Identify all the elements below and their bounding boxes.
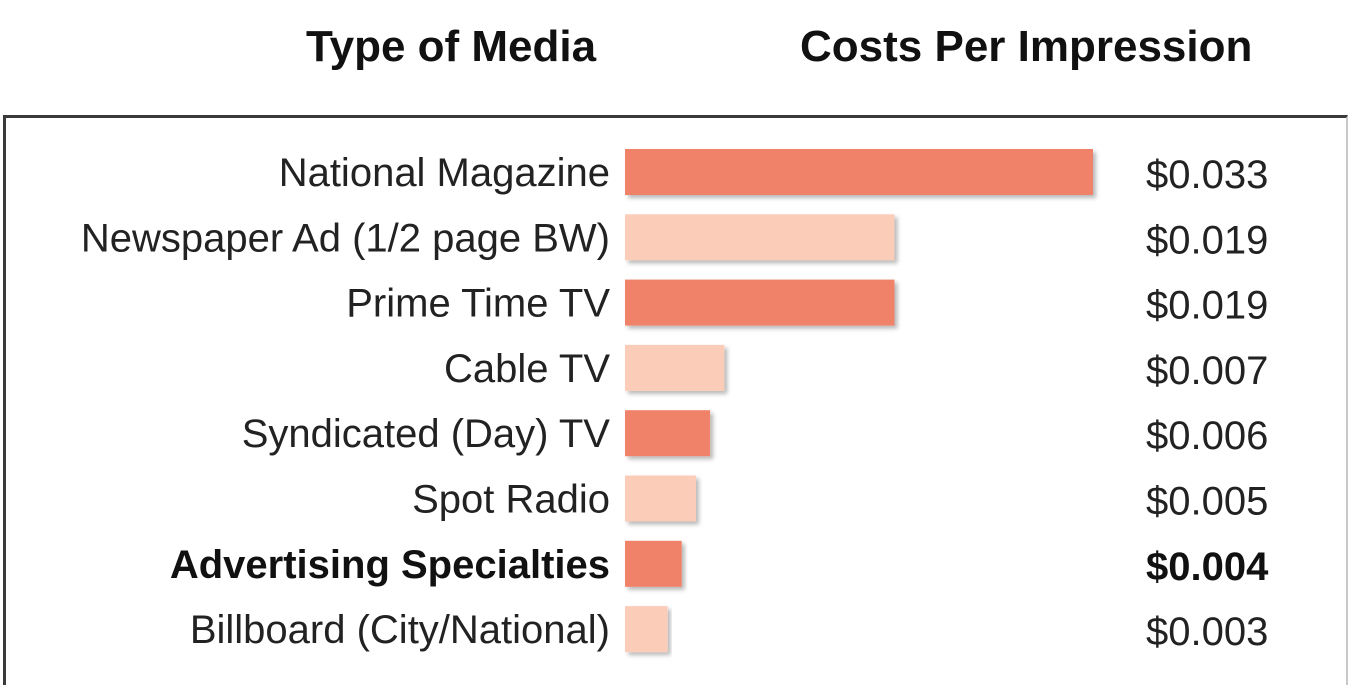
costs-per-impression-header: Costs Per Impression — [800, 22, 1253, 71]
value-label-1: $0.033 — [1146, 153, 1268, 197]
bar-6 — [625, 475, 696, 522]
bar-4 — [625, 344, 725, 391]
value-label-8: $0.003 — [1146, 610, 1268, 654]
bar-3 — [625, 279, 895, 326]
bar-1 — [625, 149, 1093, 195]
value-label-3: $0.019 — [1146, 284, 1268, 328]
bar-8 — [625, 606, 668, 653]
value-label-7: $0.004 — [1146, 545, 1269, 589]
category-label-1: National Magazine — [279, 151, 610, 195]
category-label-5: Syndicated (Day) TV — [242, 412, 611, 456]
category-label-7: Advertising Specialties — [170, 543, 610, 587]
bar-chart: National Magazine Newspaper Ad (1/2 page … — [81, 149, 1269, 654]
category-label-4: Cable TV — [444, 347, 610, 391]
category-label-2: Newspaper Ad (1/2 page BW) — [81, 216, 610, 260]
bar-7 — [625, 540, 682, 587]
category-labels: National Magazine Newspaper Ad (1/2 page … — [81, 151, 610, 652]
value-labels: $0.033 $0.019 $0.019 $0.007 $0.006 $0.005 $0.0… — [1146, 153, 1269, 654]
value-label-5: $0.006 — [1146, 414, 1268, 458]
category-label-3: Prime Time TV — [346, 282, 610, 326]
chart-frame — [3, 115, 1348, 685]
bar-2 — [625, 214, 895, 261]
value-label-4: $0.007 — [1146, 349, 1268, 393]
category-label-6: Spot Radio — [412, 478, 610, 522]
bar-5 — [625, 410, 711, 457]
type-of-media-header: Type of Media — [306, 22, 597, 71]
bars-group — [625, 149, 1093, 653]
value-label-6: $0.005 — [1146, 480, 1268, 524]
value-label-2: $0.019 — [1146, 218, 1268, 262]
category-label-8: Billboard (City/National) — [190, 608, 610, 652]
